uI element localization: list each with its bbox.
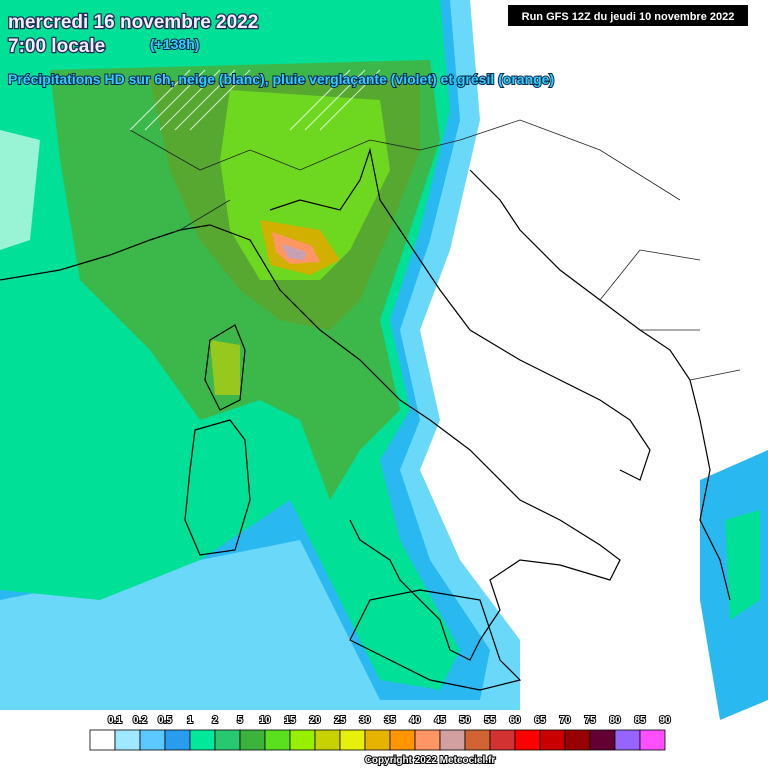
legend-label: 70 [559,715,571,726]
legend-label: 75 [584,715,596,726]
legend-label: 1 [187,715,193,726]
legend-swatch [214,729,241,751]
legend-swatch [164,729,191,751]
legend-label: 85 [634,715,646,726]
precip-field [0,0,768,720]
legend-label: 50 [459,715,471,726]
legend-swatch [564,729,591,751]
legend-swatch [139,729,166,751]
run-info: Run GFS 12Z du jeudi 10 novembre 2022 [522,11,735,23]
description: Précipitations HD sur 6h, neige (blanc),… [8,71,554,87]
coastlines [0,119,741,691]
legend-swatch [239,729,266,751]
legend-swatch [314,729,341,751]
legend-label: 90 [659,715,671,726]
legend-label: 25 [334,715,346,726]
legend-label: 55 [484,715,496,726]
legend-swatch [114,729,141,751]
legend-label: 30 [359,715,371,726]
legend-swatch [539,729,566,751]
legend-label: 40 [409,715,421,726]
legend-swatch [289,729,316,751]
legend: 0.1 0.2 0.5 1 2 5 10 15 20 25 30 35 40 45 50 55 60 65 70 75… [89,714,672,751]
legend-swatch [264,729,291,751]
legend-swatch [364,729,391,751]
legend-label: 45 [434,715,446,726]
legend-swatch [589,729,616,751]
legend-label: 20 [309,715,321,726]
copyright: Copyright 2022 Meteociel.fr [365,755,496,766]
time-title: 7:00 locale [8,36,105,57]
legend-swatch [614,729,641,751]
legend-label: 2 [212,715,218,726]
legend-swatch [489,729,516,751]
legend-swatch [414,729,441,751]
legend-label: 0.2 [133,715,147,726]
legend-label: 65 [534,715,546,726]
run-box [508,5,748,26]
legend-swatch [514,729,541,751]
snow-hatch [129,69,381,131]
legend-swatch [389,729,416,751]
legend-label: 80 [609,715,621,726]
legend-swatch [464,729,491,751]
legend-label: 15 [284,715,296,726]
lead-time: (+138h) [150,36,199,52]
legend-swatch [639,729,666,751]
legend-swatch [439,729,466,751]
legend-label: 0.1 [108,715,122,726]
legend-label: 60 [509,715,521,726]
legend-label: 0.5 [158,715,172,726]
legend-swatch [89,729,116,751]
legend-label: 35 [384,715,396,726]
legend-label: 10 [259,715,271,726]
legend-swatch [189,729,216,751]
date-title: mercredi 16 novembre 2022 [8,12,258,33]
legend-swatch [339,729,366,751]
legend-label: 5 [237,715,243,726]
